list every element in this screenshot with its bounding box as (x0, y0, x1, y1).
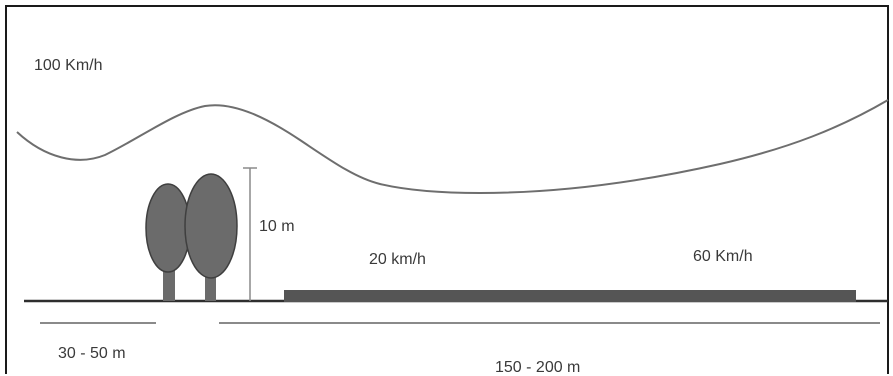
wind-speed-far-label: 60 Km/h (693, 248, 753, 265)
tree-width-label: 30 - 50 m (58, 345, 126, 362)
sheltered-field-bar (284, 290, 856, 302)
wind-speed-near-label: 20 km/h (369, 251, 426, 268)
wind-profile-line (16, 99, 889, 195)
tree-height-label: 10 m (259, 218, 295, 235)
tree-crown-left (145, 183, 191, 273)
wind-speed-top-label: 100 Km/h (34, 57, 103, 74)
tree-trunk-left (163, 266, 175, 301)
shelter-distance-label: 150 - 200 m (495, 359, 581, 376)
frame-border (5, 5, 889, 374)
tree-crown-right (184, 173, 238, 279)
tree-trunk-right (205, 270, 216, 301)
